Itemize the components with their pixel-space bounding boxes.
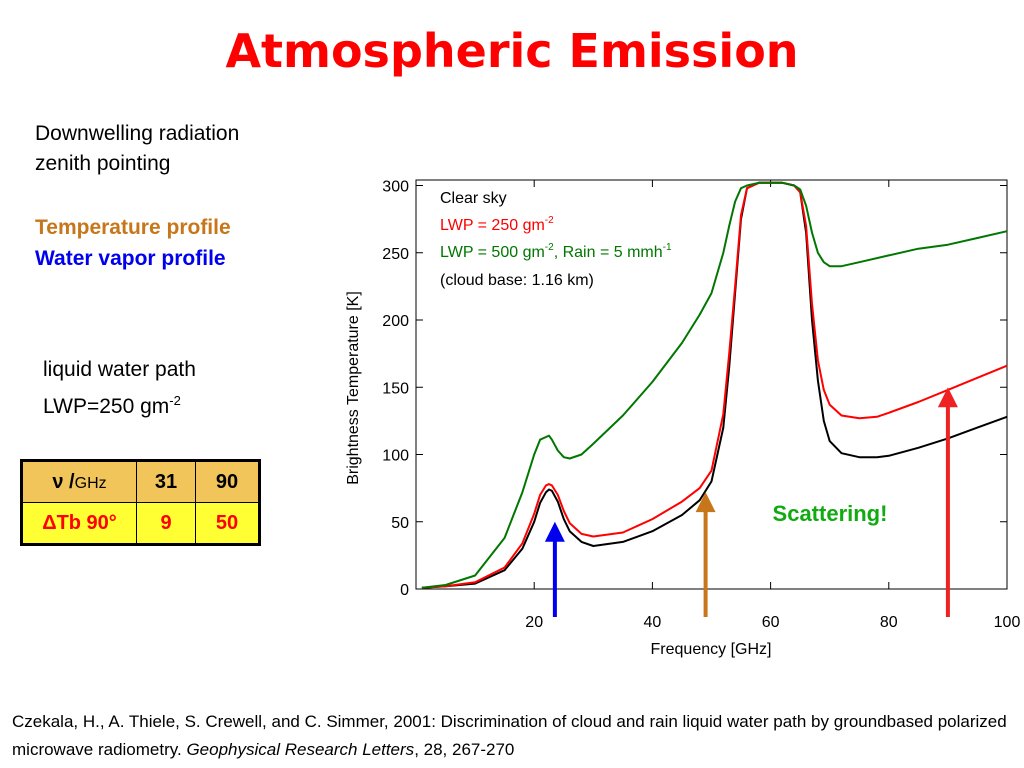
y-tick-label: 0 xyxy=(400,582,409,599)
legend-lwp-250: LWP = 250 gm-2 xyxy=(440,215,554,234)
y-tick-label: 250 xyxy=(382,246,409,263)
legend-lwp-250-main: LWP = 250 gm xyxy=(440,217,545,234)
x-tick-label: 40 xyxy=(644,614,662,631)
legend-rain-exp: -1 xyxy=(663,242,672,253)
reference-journal: Geophysical Research Letters xyxy=(186,740,414,759)
brightness-temperature-chart: 20 40 60 80 100050100150200250300 Clear sky … xyxy=(0,0,1024,768)
x-tick-label: 80 xyxy=(880,614,898,631)
legend-cloud-base: (cloud base: 1.16 km) xyxy=(440,272,594,289)
legend-rain: , Rain = 5 mmh xyxy=(554,244,663,261)
plot-frame xyxy=(416,180,1007,589)
y-tick-label: 200 xyxy=(382,313,409,330)
x-tick-label: 20 xyxy=(525,614,543,631)
y-tick-label: 150 xyxy=(382,380,409,397)
y-tick-label: 50 xyxy=(391,515,409,532)
y-axis-label: Brightness Temperature [K] xyxy=(345,291,362,485)
reference-citation: Czekala, H., A. Thiele, S. Crewell, and … xyxy=(12,708,1012,764)
x-tick-label: 60 xyxy=(762,614,780,631)
arrow-head-0 xyxy=(545,522,565,542)
y-tick-label: 300 xyxy=(382,179,409,196)
arrow-head-2 xyxy=(938,387,958,407)
legend-lwp-250-exp: -2 xyxy=(545,215,554,226)
x-tick-label: 100 xyxy=(994,614,1021,631)
legend-lwp-500-main: LWP = 500 gm xyxy=(440,244,545,261)
x-axis-label: Frequency [GHz] xyxy=(651,641,772,658)
y-tick-label: 100 xyxy=(382,448,409,465)
scattering-label: Scattering! xyxy=(773,501,888,526)
reference-volume: , 28, 267-270 xyxy=(414,740,514,759)
legend-lwp-500-rain: LWP = 500 gm-2, Rain = 5 mmh-1 xyxy=(440,242,672,261)
legend-clear-sky: Clear sky xyxy=(440,190,507,207)
